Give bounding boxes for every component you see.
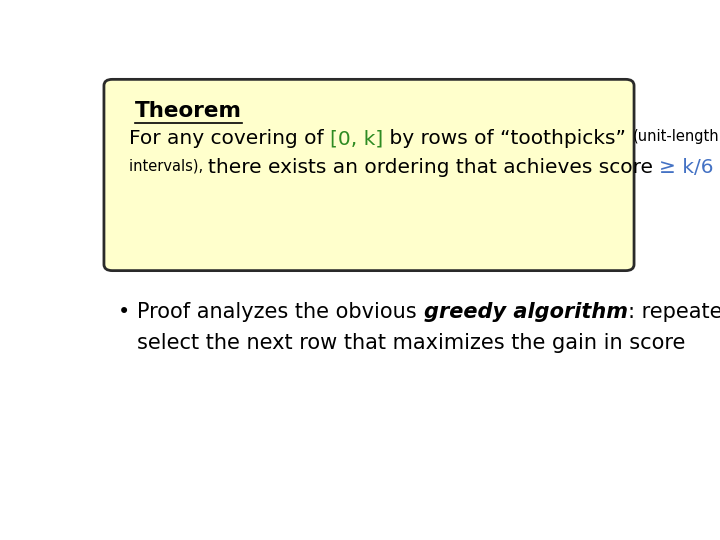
Text: •: • xyxy=(118,302,130,322)
Text: Proof analyzes the obvious: Proof analyzes the obvious xyxy=(138,302,423,322)
Text: select the next row that maximizes the gain in score: select the next row that maximizes the g… xyxy=(138,333,686,353)
Text: : repeatedly: : repeatedly xyxy=(628,302,720,322)
Text: Theorem: Theorem xyxy=(135,101,242,121)
Text: ≥ k/6: ≥ k/6 xyxy=(660,158,714,177)
Text: by rows of “toothpicks”: by rows of “toothpicks” xyxy=(383,129,633,149)
FancyBboxPatch shape xyxy=(104,79,634,271)
Text: For any covering of: For any covering of xyxy=(129,129,330,149)
Text: greedy algorithm: greedy algorithm xyxy=(423,302,628,322)
Text: (unit-length: (unit-length xyxy=(633,129,719,144)
Text: there exists an ordering that achieves score: there exists an ordering that achieves s… xyxy=(208,158,660,177)
Text: intervals),: intervals), xyxy=(129,158,208,173)
Text: [0, k]: [0, k] xyxy=(330,129,383,149)
